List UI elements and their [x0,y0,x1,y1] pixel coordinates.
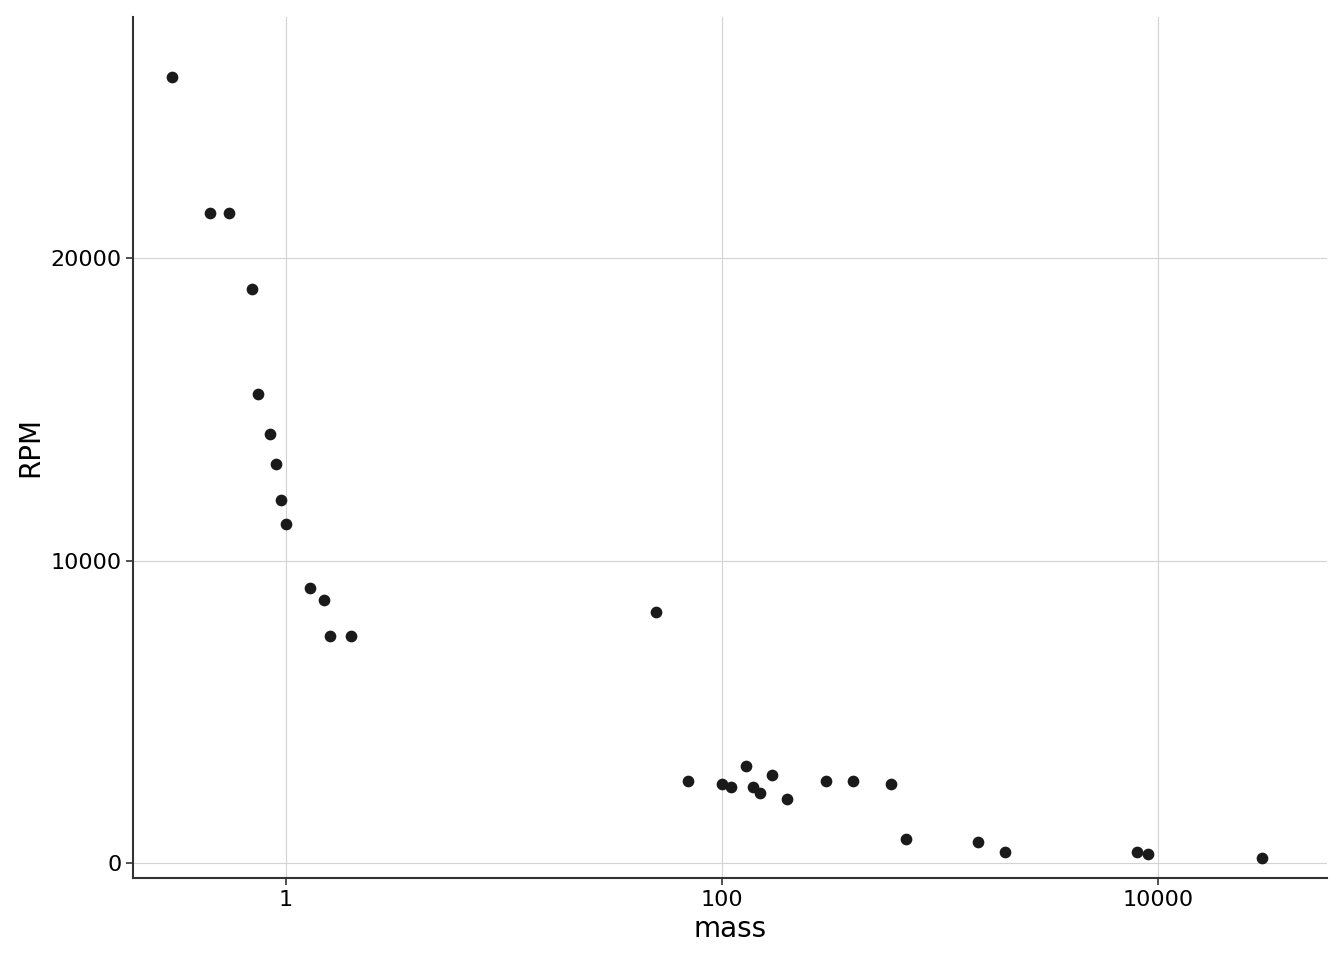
Point [161,69,183,84]
Point [995,845,1016,860]
Point [265,456,286,471]
Point [735,758,757,774]
Point [320,629,341,644]
Point [1137,846,1159,861]
Point [968,834,989,850]
Y-axis label: RPM: RPM [16,418,44,477]
Point [895,831,917,847]
Point [645,605,667,620]
Point [761,768,782,783]
Point [259,426,281,442]
Point [1126,845,1148,860]
Point [743,780,765,795]
Point [880,777,902,792]
Point [777,792,798,807]
Point [241,281,262,297]
Point [749,785,770,801]
Point [711,777,732,792]
Point [313,592,335,608]
Point [218,205,239,221]
Point [340,629,362,644]
Point [677,774,699,789]
Point [247,387,269,402]
Point [720,780,742,795]
Point [843,774,864,789]
Point [199,205,220,221]
X-axis label: mass: mass [694,915,767,944]
Point [274,516,296,532]
Point [1251,851,1273,866]
Point [300,580,321,595]
Point [814,774,836,789]
Point [270,492,292,508]
